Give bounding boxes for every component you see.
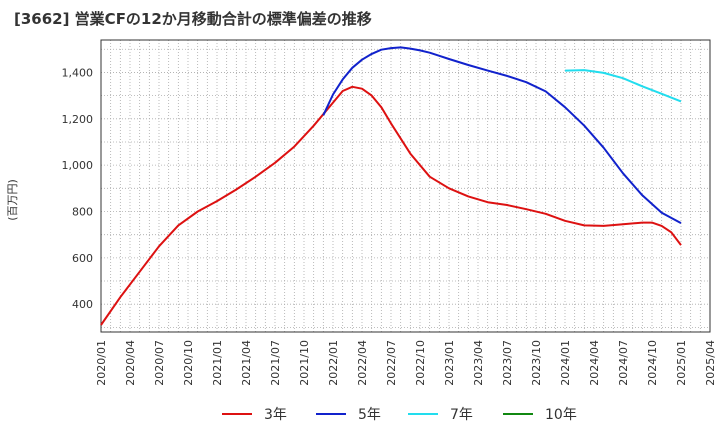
x-tick-label: 2023/04 [472, 340, 485, 386]
y-tick-label: 1,200 [62, 113, 94, 126]
x-tick-label: 2024/04 [588, 340, 601, 386]
series-line-5年 [322, 46, 682, 224]
legend-label: 10年 [545, 407, 577, 423]
x-tick-label: 2021/04 [240, 340, 253, 386]
legend-label: 3年 [264, 407, 287, 423]
x-tick-label: 2021/07 [269, 340, 282, 386]
x-tick-label: 2021/10 [298, 340, 311, 386]
plot-frame [100, 39, 711, 333]
y-tick-label: 800 [72, 205, 93, 218]
x-tick-label: 2020/10 [182, 340, 195, 386]
series-line-3年 [100, 85, 682, 326]
x-axis: 2020/01 2020/04 2020/07 2020/10 2021/01 2021/… [95, 340, 717, 386]
x-tick-label: 2022/07 [385, 340, 398, 386]
x-tick-label: 2020/04 [124, 340, 137, 386]
x-tick-label: 2023/01 [443, 340, 456, 386]
x-tick-label: 2024/01 [559, 340, 572, 386]
x-tick-label: 2022/01 [327, 340, 340, 386]
y-axis-label: (百万円) [6, 179, 19, 221]
x-tick-label: 2025/01 [675, 340, 688, 386]
x-tick-label: 2024/07 [617, 340, 630, 386]
x-tick-label: 2020/07 [153, 340, 166, 386]
y-tick-label: 1,000 [62, 159, 94, 172]
x-tick-label: 2021/01 [211, 340, 224, 386]
x-tick-label: 2023/07 [501, 340, 514, 386]
legend-label: 5年 [358, 407, 381, 423]
x-tick-label: 2022/04 [356, 340, 369, 386]
x-tick-label: 2020/01 [95, 340, 108, 386]
x-tick-label: 2025/04 [704, 340, 717, 386]
x-tick-label: 2022/10 [414, 340, 427, 386]
chart-title: [3662] 営業CFの12か月移動合計の標準偏差の推移 [14, 10, 372, 28]
x-tick-label: 2023/10 [530, 340, 543, 386]
series-layer [100, 46, 682, 326]
legend: 3年 5年 7年 10年 [222, 407, 577, 423]
y-axis: 400 600 800 1,000 1,200 1,400 [62, 66, 94, 311]
grid [101, 40, 710, 332]
y-tick-label: 1,400 [62, 66, 94, 79]
y-tick-label: 400 [72, 298, 93, 311]
x-tick-label: 2024/10 [646, 340, 659, 386]
y-tick-label: 600 [72, 252, 93, 265]
legend-label: 7年 [450, 407, 473, 423]
series-line-7年 [564, 69, 682, 103]
